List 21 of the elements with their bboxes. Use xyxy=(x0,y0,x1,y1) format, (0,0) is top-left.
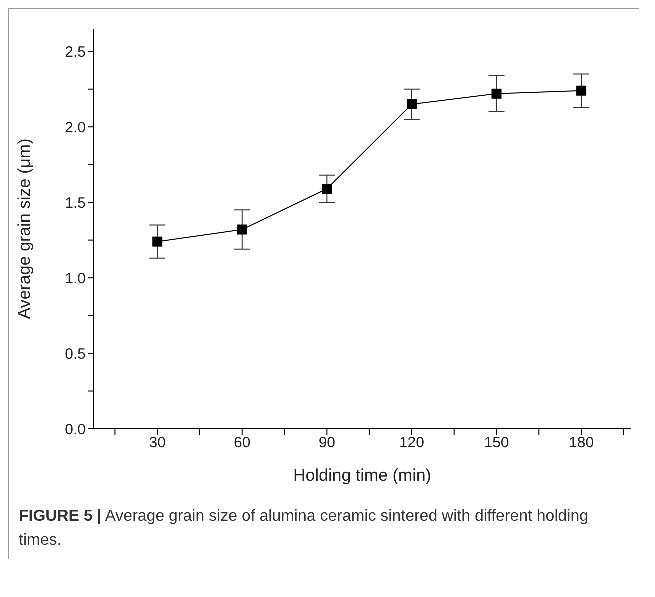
x-tick-label: 180 xyxy=(569,434,594,452)
point xyxy=(492,88,502,99)
y-axis-title: Average grain size (μm) xyxy=(15,138,34,320)
point xyxy=(152,236,163,247)
text: FIGURE 5 | Average grain size of alumina ceramic sintered with different holding times. xyxy=(19,508,589,549)
x-axis-title: Holding time (min) xyxy=(294,466,432,485)
y-tick-label: 1.0 xyxy=(65,270,86,288)
point xyxy=(406,99,417,110)
y-tick-label: 1.5 xyxy=(65,194,86,212)
x-tick-label: 30 xyxy=(149,434,166,452)
point xyxy=(576,86,587,96)
x-tick-label: 60 xyxy=(234,434,251,452)
x-tick-label: 90 xyxy=(318,434,336,452)
y-tick-label: 2.0 xyxy=(65,119,86,136)
y-tick-label: 2.5 xyxy=(65,44,86,61)
x-tick-label: 120 xyxy=(399,434,424,452)
x-tick-label: 150 xyxy=(484,434,510,452)
point xyxy=(322,184,332,194)
y-tick-label: 0.5 xyxy=(65,346,86,363)
y-tick-label: 0.0 xyxy=(65,421,86,438)
point xyxy=(237,224,248,235)
